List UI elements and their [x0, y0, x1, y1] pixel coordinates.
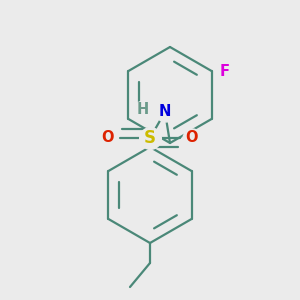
Text: O: O [186, 130, 198, 146]
Text: S: S [144, 129, 156, 147]
Text: O: O [102, 130, 114, 146]
Text: H: H [137, 103, 149, 118]
Text: N: N [159, 104, 171, 119]
Text: F: F [220, 64, 230, 79]
